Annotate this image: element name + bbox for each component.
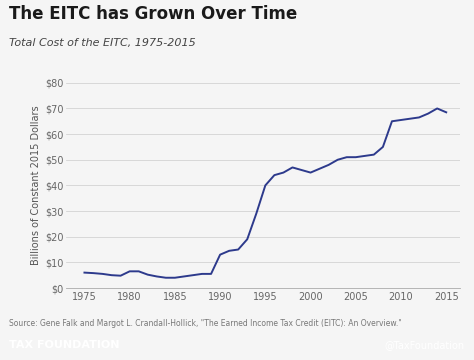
Text: TAX FOUNDATION: TAX FOUNDATION [9,340,120,350]
Y-axis label: Billions of Constant 2015 Dollars: Billions of Constant 2015 Dollars [31,105,41,265]
Text: Source: Gene Falk and Margot L. Crandall-Hollick, "The Earned Income Tax Credit : Source: Gene Falk and Margot L. Crandall… [9,319,402,328]
Text: Total Cost of the EITC, 1975-2015: Total Cost of the EITC, 1975-2015 [9,38,196,48]
Text: The EITC has Grown Over Time: The EITC has Grown Over Time [9,5,298,23]
Text: @TaxFoundation: @TaxFoundation [384,340,465,350]
